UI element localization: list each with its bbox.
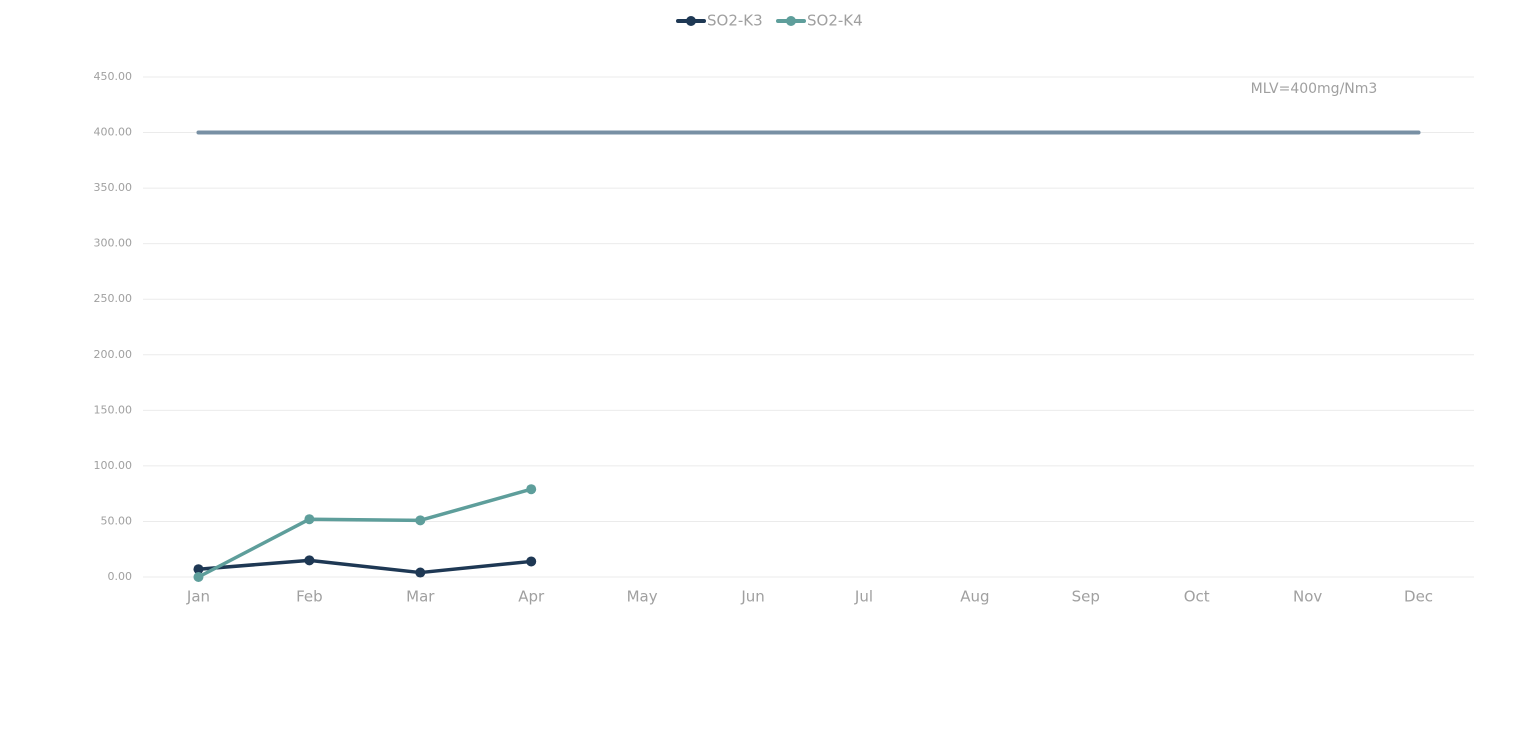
x-tick-label: Jul: [854, 588, 873, 606]
x-tick-label: Oct: [1184, 588, 1210, 606]
x-tick-label: Dec: [1404, 588, 1433, 606]
y-tick-label: 150.00: [94, 403, 133, 416]
legend-label: SO2-K4: [807, 12, 863, 30]
y-tick-label: 100.00: [94, 459, 133, 472]
y-tick-label: 350.00: [94, 181, 133, 194]
x-tick-label: Aug: [960, 588, 989, 606]
data-point: [193, 564, 204, 575]
y-tick-label: 0.00: [108, 570, 133, 583]
y-tick-label: 50.00: [101, 514, 133, 527]
y-tick-label: 250.00: [94, 292, 133, 305]
y-tick-label: 400.00: [94, 126, 133, 139]
data-point: [193, 572, 204, 582]
series-line: [198, 558, 532, 575]
legend-label: SO2-K3: [707, 12, 763, 30]
y-tick-label: 450.00: [94, 70, 133, 83]
reference-label: MLV=400mg/Nm3: [1251, 81, 1378, 97]
x-tick-label: Nov: [1293, 588, 1322, 606]
y-tick-label: 200.00: [94, 348, 133, 361]
x-tick-label: Jun: [740, 588, 764, 606]
legend-marker: [786, 16, 796, 26]
data-point: [304, 514, 315, 525]
x-tick-label: Mar: [406, 588, 435, 606]
data-point: [526, 484, 537, 495]
y-tick-label: 300.00: [94, 237, 133, 250]
x-tick-label: Jan: [186, 588, 210, 606]
x-tick-label: Apr: [518, 588, 545, 606]
x-tick-label: Feb: [296, 588, 323, 606]
data-point: [304, 555, 315, 566]
x-tick-label: Sep: [1072, 588, 1100, 606]
data-point: [526, 556, 537, 567]
x-tick-label: May: [627, 588, 658, 606]
data-point: [415, 515, 426, 526]
data-point: [415, 567, 426, 578]
series-line: [197, 487, 532, 579]
legend-marker: [686, 16, 696, 26]
